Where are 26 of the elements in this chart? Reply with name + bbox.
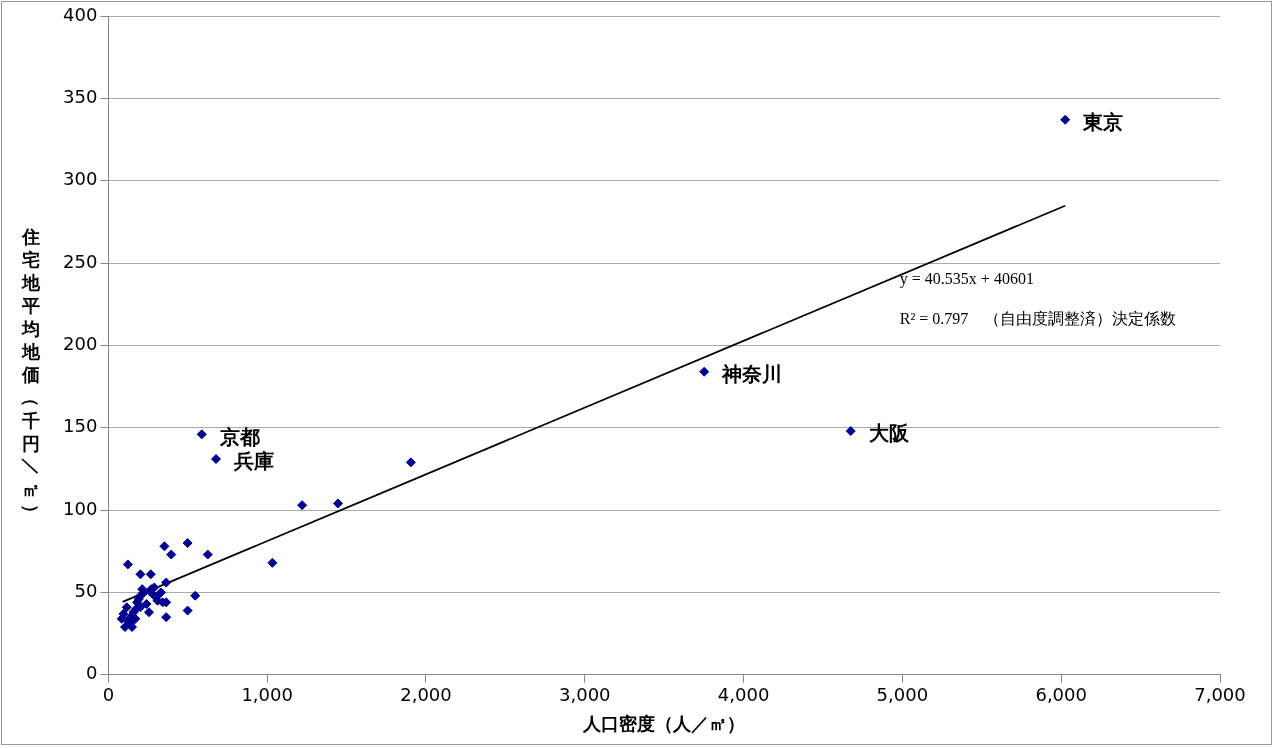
x-tick-label: 2,000 bbox=[400, 684, 452, 706]
y-tick-label: 100 bbox=[63, 497, 98, 519]
x-tick-label: 4,000 bbox=[717, 684, 770, 706]
x-tick-label: 3,000 bbox=[559, 684, 611, 706]
annotation: 神奈川 bbox=[721, 361, 783, 386]
x-tick-label: 5,000 bbox=[876, 684, 929, 706]
y-tick-label: 350 bbox=[63, 86, 98, 108]
annotation: y = 40.535x + 40601 bbox=[899, 269, 1034, 288]
annotation: 兵庫 bbox=[233, 449, 275, 474]
annotation: 東京 bbox=[1082, 109, 1124, 134]
annotation: 大阪 bbox=[868, 421, 910, 446]
x-tick-label: 0 bbox=[102, 684, 115, 706]
x-tick-label: 1,000 bbox=[241, 684, 293, 706]
text: 住宅地平均地価（千円／㎡） bbox=[20, 225, 42, 521]
x-tick-label: 6,000 bbox=[1035, 684, 1087, 706]
y-tick-label: 50 bbox=[74, 580, 98, 602]
y-tick-label: 300 bbox=[63, 168, 98, 190]
x-tick-label: 7,000 bbox=[1194, 684, 1246, 706]
y-tick-label: 200 bbox=[63, 333, 98, 355]
x-axis-title: 人口密度（人／㎡） bbox=[582, 712, 746, 734]
y-tick-label: 250 bbox=[63, 250, 98, 272]
y-tick-label: 0 bbox=[85, 662, 98, 684]
annotation: R² = 0.797 （自由度調整済）決定係数 bbox=[899, 309, 1177, 327]
y-tick-label: 150 bbox=[63, 415, 98, 437]
y-tick-label: 400 bbox=[63, 3, 98, 25]
annotation: 京都 bbox=[218, 424, 260, 449]
